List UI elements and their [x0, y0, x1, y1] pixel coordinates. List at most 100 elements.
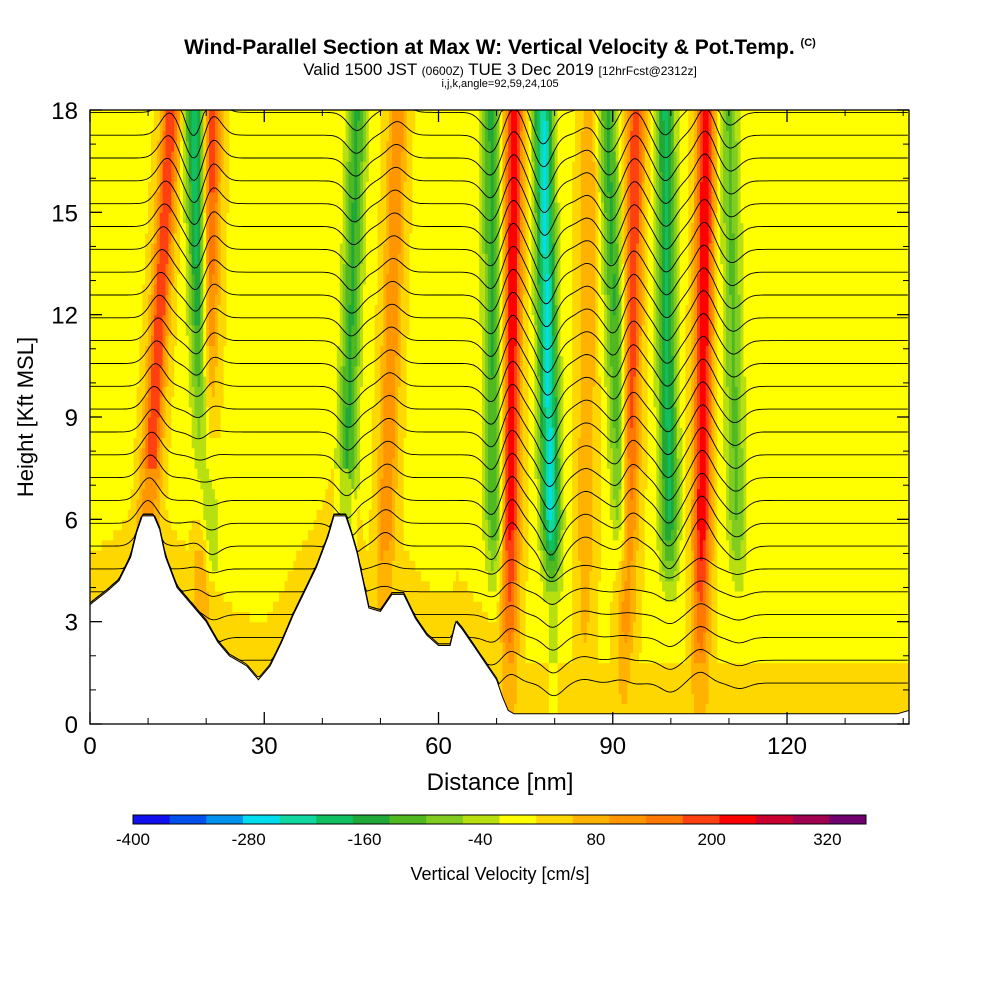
velocity-cell [223, 417, 228, 428]
velocity-cell [226, 498, 230, 510]
velocity-cell [220, 324, 225, 336]
velocity-cell [177, 386, 181, 398]
velocity-cell [211, 386, 216, 398]
velocity-cell [90, 550, 94, 561]
velocity-cell [197, 396, 201, 408]
velocity-cell [214, 140, 219, 152]
velocity-cell [142, 294, 146, 306]
velocity-cell [153, 498, 158, 510]
velocity-cell [217, 539, 222, 551]
velocity-cell [238, 550, 242, 561]
velocity-cell [162, 314, 167, 326]
velocity-cell [145, 488, 149, 500]
velocity-cell [188, 140, 193, 152]
velocity-cell [139, 365, 143, 377]
velocity-cell [133, 273, 138, 285]
velocity-cell [197, 570, 201, 582]
velocity-cell [107, 365, 111, 377]
velocity-cell [98, 365, 103, 377]
velocity-cell [235, 120, 239, 132]
velocity-cell [223, 468, 228, 479]
velocity-cell [235, 263, 239, 275]
velocity-cell [206, 601, 210, 613]
velocity-cell [165, 488, 170, 500]
velocity-cell [127, 406, 132, 418]
velocity-cell [211, 457, 216, 469]
velocity-cell [200, 488, 204, 500]
velocity-cell [92, 130, 97, 142]
velocity-cell [168, 263, 172, 275]
velocity-cell [165, 171, 170, 183]
velocity-cell [98, 222, 103, 234]
velocity-cell [119, 222, 123, 234]
velocity-cell [229, 120, 233, 132]
velocity-cell [127, 376, 132, 387]
velocity-cell [235, 376, 239, 387]
velocity-cell [127, 488, 132, 500]
velocity-cell [162, 406, 167, 418]
velocity-cell [127, 427, 132, 439]
velocity-cell [101, 283, 106, 295]
velocity-cell [220, 314, 225, 326]
velocity-cell [197, 283, 201, 295]
velocity-cell [203, 110, 207, 121]
velocity-cell [214, 222, 219, 234]
velocity-cell [220, 232, 225, 244]
velocity-cell [185, 181, 190, 193]
velocity-cell [203, 611, 207, 623]
velocity-cell [191, 273, 196, 285]
velocity-cell [232, 376, 236, 387]
velocity-cell [171, 335, 175, 346]
velocity-cell [217, 488, 222, 500]
velocity-cell [119, 468, 123, 479]
velocity-cell [223, 181, 228, 193]
velocity-cell [206, 447, 210, 459]
velocity-cell [127, 386, 132, 398]
velocity-cell [107, 120, 111, 132]
velocity-cell [182, 529, 187, 541]
velocity-cell [113, 273, 117, 285]
velocity-cell [165, 202, 170, 213]
velocity-cell [95, 130, 100, 142]
velocity-cell [177, 181, 181, 193]
velocity-cell [214, 611, 219, 623]
velocity-cell [223, 386, 228, 398]
velocity-cell [127, 396, 132, 408]
velocity-cell [130, 417, 135, 428]
velocity-cell [229, 509, 233, 520]
velocity-cell [174, 130, 178, 142]
velocity-cell [119, 560, 123, 572]
velocity-cell [119, 324, 123, 336]
velocity-cell [92, 580, 97, 592]
velocity-cell [145, 427, 149, 439]
velocity-cell [241, 580, 245, 592]
velocity-cell [174, 560, 178, 572]
velocity-cell [110, 150, 114, 162]
velocity-cell [110, 130, 114, 142]
velocity-cell [136, 335, 140, 346]
velocity-cell [124, 110, 129, 121]
velocity-cell [217, 560, 222, 572]
velocity-cell [185, 427, 190, 439]
velocity-cell [188, 222, 193, 234]
velocity-cell [185, 314, 190, 326]
velocity-cell [107, 427, 111, 439]
velocity-cell [171, 150, 175, 162]
velocity-cell [177, 396, 181, 408]
velocity-cell [142, 335, 146, 346]
velocity-cell [162, 355, 167, 367]
velocity-cell [130, 161, 135, 172]
velocity-cell [104, 243, 109, 254]
velocity-cell [136, 519, 140, 531]
velocity-cell [238, 519, 242, 531]
velocity-cell [220, 631, 225, 643]
velocity-cell [182, 171, 187, 183]
velocity-cell [145, 140, 149, 152]
velocity-cell [90, 437, 94, 449]
velocity-cell [168, 417, 172, 428]
velocity-cell [226, 417, 230, 428]
velocity-cell [116, 324, 120, 336]
velocity-cell [130, 232, 135, 244]
velocity-cell [238, 437, 242, 449]
velocity-cell [119, 478, 123, 490]
